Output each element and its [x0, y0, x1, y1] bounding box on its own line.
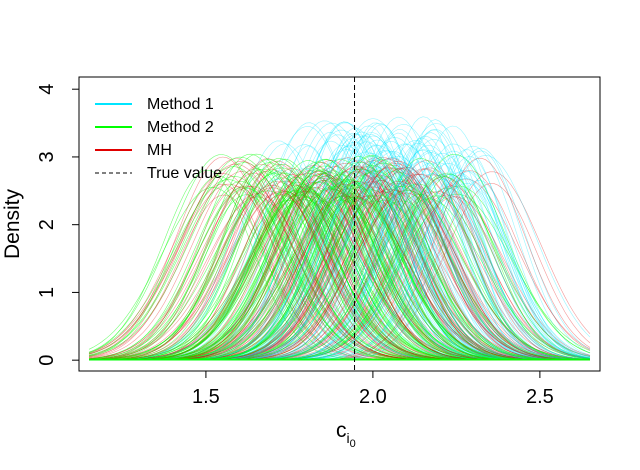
y-tick-label: 2 [36, 219, 58, 230]
legend-label-true-value: True value [147, 165, 222, 182]
legend-item-method-1: Method 1 [95, 96, 214, 113]
legend-label-mh: MH [147, 142, 172, 159]
x-axis: 1.5 2.0 2.5 [192, 370, 554, 408]
legend-item-method-2: Method 2 [95, 119, 214, 136]
x-axis-title-subsubscript: 0 [350, 438, 356, 450]
x-tick-label: 1.5 [192, 386, 220, 408]
legend-label-method-1: Method 1 [147, 96, 214, 113]
density-curves [88, 116, 591, 361]
x-tick-label: 2.0 [359, 386, 387, 408]
y-tick-label: 3 [36, 151, 58, 162]
legend-item-true-value: True value [95, 165, 222, 182]
x-axis-title-subscript: i [347, 430, 350, 446]
x-tick-label: 2.5 [526, 386, 554, 408]
density-curve-method-2 [89, 174, 591, 361]
x-axis-title-main: c [336, 419, 347, 442]
y-tick-label: 0 [36, 355, 58, 366]
legend: Method 1 Method 2 MH True value [95, 96, 222, 182]
y-tick-label: 1 [36, 287, 58, 298]
legend-item-mh: MH [95, 142, 172, 159]
y-axis: 0 1 2 3 4 [36, 84, 80, 366]
y-axis-title: Density [1, 188, 24, 259]
x-axis-title: ci0 [336, 419, 356, 450]
y-tick-label: 4 [36, 84, 58, 95]
legend-label-method-2: Method 2 [147, 119, 214, 136]
